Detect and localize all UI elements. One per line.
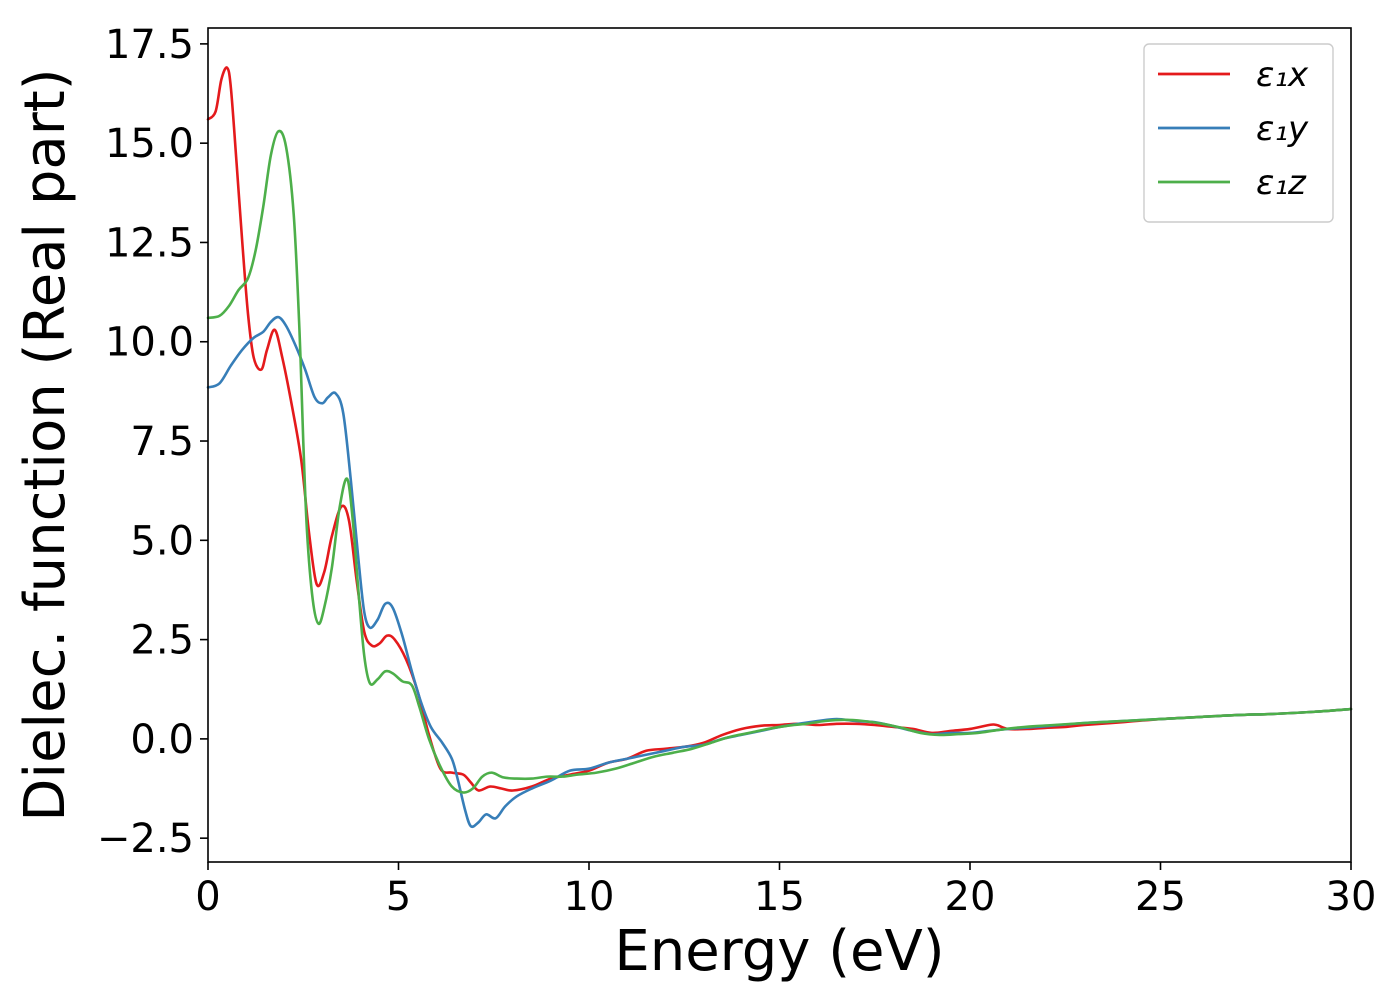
y-tick-label: 7.5 bbox=[130, 419, 194, 465]
y-axis: −2.5 0.0 2.5 5.0 7.5 10.0 12.5 15.0 17.5 bbox=[97, 22, 208, 862]
y-tick-label: 5.0 bbox=[130, 518, 194, 564]
x-tick-label: 15 bbox=[754, 874, 805, 920]
legend-label-1: ε₁y bbox=[1256, 109, 1309, 149]
y-tick-label: 2.5 bbox=[130, 618, 194, 664]
x-axis-label: Energy (eV) bbox=[614, 919, 944, 984]
y-tick-label: 0.0 bbox=[130, 717, 194, 763]
x-tick-label: 20 bbox=[945, 874, 996, 920]
x-tick-label: 0 bbox=[195, 874, 220, 920]
y-tick-label: 10.0 bbox=[105, 320, 194, 366]
y-tick-label: 17.5 bbox=[105, 22, 194, 68]
y-tick-label: 12.5 bbox=[105, 220, 194, 266]
series-line-2 bbox=[206, 129, 1353, 794]
legend-label-2: ε₁z bbox=[1256, 163, 1307, 203]
legend: ε₁x ε₁y ε₁z bbox=[1143, 43, 1334, 223]
x-axis: 0 5 10 15 20 25 30 bbox=[195, 862, 1376, 920]
y-axis-label: Dielec. function (Real part) bbox=[13, 68, 78, 821]
y-tick-label: −2.5 bbox=[97, 816, 194, 862]
x-tick-label: 30 bbox=[1326, 874, 1377, 920]
series-line-0 bbox=[206, 66, 1353, 792]
series-layer bbox=[206, 66, 1353, 829]
x-tick-label: 10 bbox=[564, 874, 615, 920]
x-tick-label: 25 bbox=[1135, 874, 1186, 920]
legend-label-0: ε₁x bbox=[1256, 55, 1309, 95]
legend-box bbox=[1143, 43, 1334, 223]
y-tick-label: 15.0 bbox=[105, 121, 194, 167]
x-tick-label: 5 bbox=[386, 874, 411, 920]
series-line-1 bbox=[206, 315, 1353, 829]
